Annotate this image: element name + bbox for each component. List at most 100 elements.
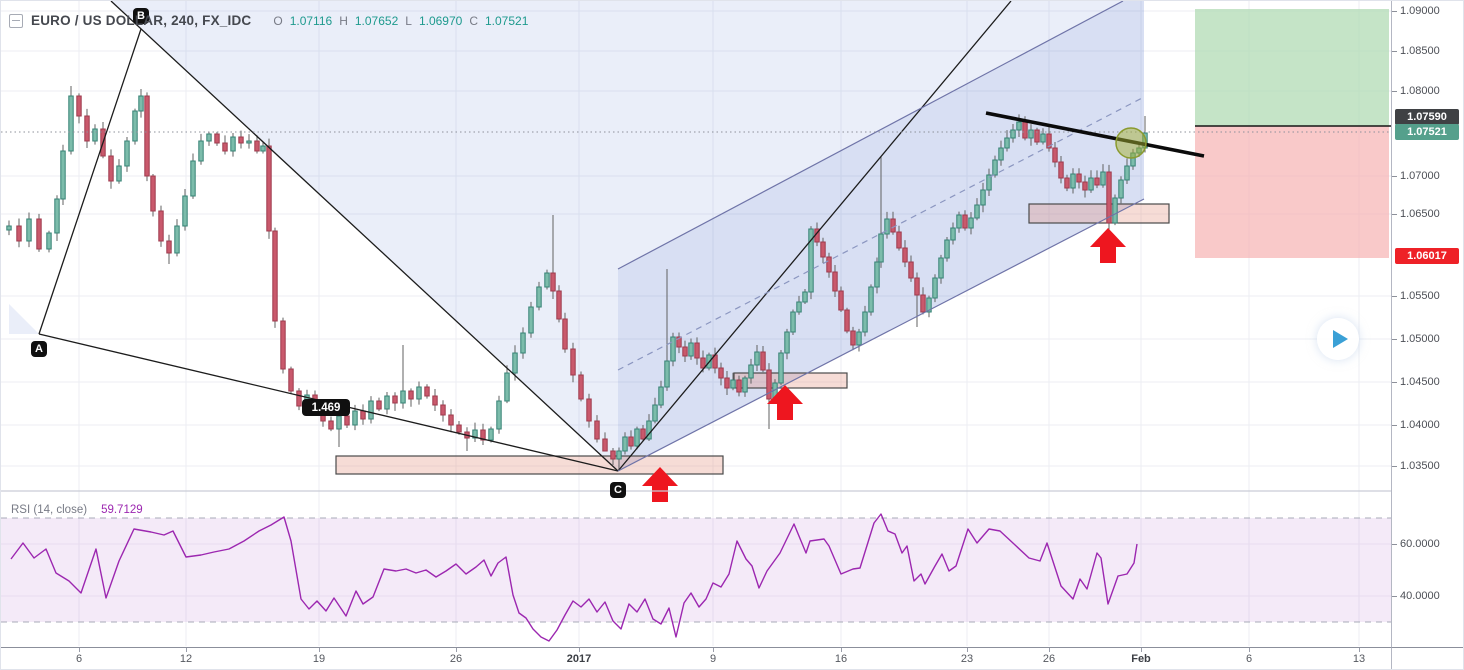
ohlc-value: 1.07116 bbox=[289, 13, 333, 28]
time-axis-tick bbox=[1049, 648, 1050, 652]
candle-body bbox=[962, 214, 968, 229]
candle-body bbox=[902, 247, 908, 263]
candle-body bbox=[856, 331, 862, 346]
time-axis-label: 26 bbox=[1042, 653, 1056, 665]
candle-body bbox=[432, 395, 438, 406]
target-zone-green[interactable] bbox=[1195, 9, 1389, 126]
time-axis-label: 23 bbox=[960, 653, 974, 665]
candle-body bbox=[980, 189, 986, 206]
candle-body bbox=[658, 386, 664, 406]
time-axis-tick bbox=[967, 648, 968, 652]
price-axis-label: 1.03500 bbox=[1392, 460, 1440, 472]
candle-body bbox=[1082, 181, 1088, 191]
candle-body bbox=[84, 115, 90, 142]
time-axis-label: 26 bbox=[449, 653, 463, 665]
candle-body bbox=[1040, 133, 1046, 143]
pattern-line[interactable] bbox=[110, 1, 619, 472]
breakout-highlight-circle bbox=[1115, 127, 1147, 159]
candle-body bbox=[908, 261, 914, 279]
candle-body bbox=[496, 400, 502, 430]
candle-body bbox=[512, 352, 518, 374]
rsi-title: RSI (14, close) bbox=[11, 504, 88, 516]
candle-body bbox=[16, 225, 22, 242]
candle-body bbox=[778, 352, 784, 384]
chart-canvas[interactable]: EURO / US DOLLAR, 240, FX_IDC O 1.07116 H 1… bbox=[1, 1, 1391, 647]
candle-body bbox=[802, 291, 808, 303]
price-axis-label: 60.0000 bbox=[1392, 538, 1440, 550]
candle-body bbox=[144, 95, 150, 177]
buy-arrow bbox=[1090, 228, 1126, 263]
channel-lower-line[interactable] bbox=[617, 198, 1145, 472]
candle-body bbox=[874, 261, 880, 288]
candle-body bbox=[766, 369, 772, 400]
price-axis-label: 1.07000 bbox=[1392, 170, 1440, 182]
candle-body bbox=[694, 342, 700, 359]
candle-body bbox=[594, 420, 600, 440]
candle-body bbox=[896, 231, 902, 249]
candle-body bbox=[884, 218, 890, 235]
candle-body bbox=[288, 368, 294, 392]
scroll-to-realtime-button[interactable] bbox=[1317, 318, 1359, 360]
candle-body bbox=[6, 225, 12, 231]
ohlc-value: 1.07521 bbox=[485, 13, 529, 28]
ohlc-key: O bbox=[273, 13, 283, 28]
candle-body bbox=[562, 318, 568, 350]
rsi-legend: RSI (14, close) 59.7129 bbox=[11, 504, 143, 516]
time-axis-tick bbox=[319, 648, 320, 652]
time-axis-label: 6 bbox=[75, 653, 83, 665]
candle-body bbox=[890, 218, 896, 233]
candle-body bbox=[920, 294, 926, 313]
candle-body bbox=[424, 386, 430, 397]
candle-body bbox=[352, 410, 358, 426]
time-axis-tick bbox=[579, 648, 580, 652]
candle-body bbox=[1064, 177, 1070, 189]
time-axis[interactable]: 6 12 19 26 2017 9 16 23 26 Feb 6 13 bbox=[1, 647, 1391, 669]
candle-body bbox=[628, 436, 634, 447]
candle-body bbox=[664, 360, 670, 388]
candle-body bbox=[472, 429, 478, 439]
ohlc-value: 1.06970 bbox=[418, 13, 463, 28]
resistance-trendline[interactable] bbox=[985, 111, 1205, 158]
candle-body bbox=[1070, 173, 1076, 189]
candle-body bbox=[820, 241, 826, 258]
channel-upper-line[interactable] bbox=[617, 1, 1124, 270]
candle-body bbox=[158, 210, 164, 242]
candle-body bbox=[272, 230, 278, 322]
candle-body bbox=[974, 204, 980, 219]
risk-zone-red[interactable] bbox=[1195, 126, 1389, 258]
candle-body bbox=[932, 277, 938, 299]
support-zone[interactable] bbox=[1028, 203, 1170, 224]
ohlc-values: O 1.07116 H 1.07652 L 1.06970 C 1.07521 bbox=[273, 14, 528, 28]
candle-body bbox=[968, 217, 974, 229]
price-axis[interactable]: 1.09000 1.08500 1.08000 1.07000 1.06500 1.055… bbox=[1391, 1, 1463, 647]
candle-body bbox=[266, 145, 272, 232]
symbol-legend: EURO / US DOLLAR, 240, FX_IDC O 1.07116 H 1… bbox=[9, 13, 528, 28]
candle-body bbox=[1028, 129, 1034, 139]
price-axis-label: 1.08000 bbox=[1392, 85, 1440, 97]
candle-body bbox=[544, 272, 550, 288]
candle-body bbox=[238, 136, 244, 144]
candle-body bbox=[1046, 133, 1052, 149]
rsi-line bbox=[10, 513, 1138, 642]
candle-body bbox=[1004, 137, 1010, 149]
candle-body bbox=[392, 395, 398, 404]
symbol-title: EURO / US DOLLAR, 240, FX_IDC bbox=[31, 13, 252, 28]
candle-body bbox=[850, 330, 856, 346]
chart-svg[interactable] bbox=[1, 1, 1391, 647]
price-badge: 1.07521 bbox=[1395, 124, 1459, 140]
pattern-line[interactable] bbox=[38, 28, 142, 335]
candle-body bbox=[616, 450, 622, 460]
candle-body bbox=[124, 140, 130, 167]
candle-body bbox=[376, 400, 382, 410]
collapse-icon[interactable] bbox=[9, 13, 23, 28]
candle-body bbox=[328, 420, 334, 430]
price-axis-label: 1.04000 bbox=[1392, 419, 1440, 431]
candle-body bbox=[878, 233, 884, 263]
candle-body bbox=[550, 272, 556, 292]
channel-shade bbox=[9, 304, 39, 334]
support-zone[interactable] bbox=[335, 455, 724, 475]
candle-body bbox=[132, 110, 138, 142]
pattern-line[interactable] bbox=[617, 1, 1012, 472]
candle-body bbox=[368, 400, 374, 420]
ohlc-key: L bbox=[405, 13, 412, 28]
